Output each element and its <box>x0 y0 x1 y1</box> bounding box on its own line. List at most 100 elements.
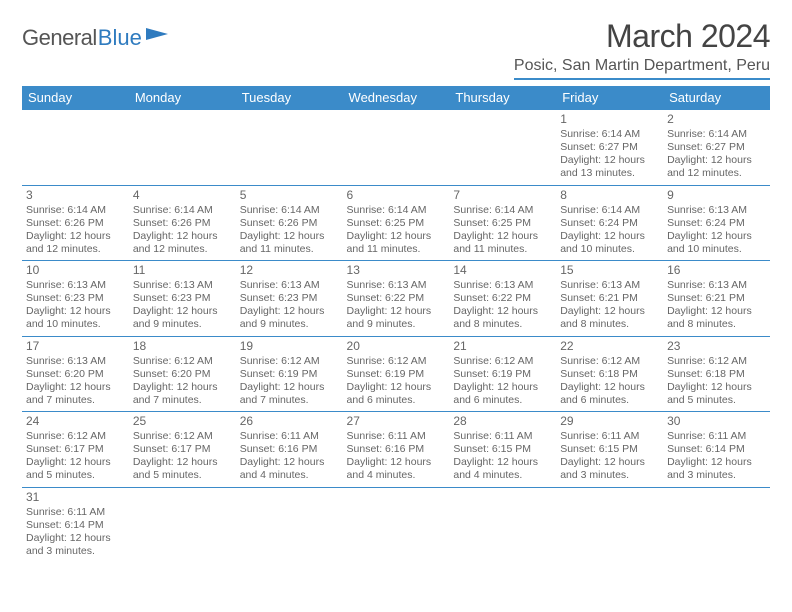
daylight-text: and 11 minutes. <box>240 243 339 256</box>
calendar-empty-cell <box>129 110 236 185</box>
calendar-day-cell: 22Sunrise: 6:12 AMSunset: 6:18 PMDayligh… <box>556 336 663 412</box>
day-number: 9 <box>667 188 766 203</box>
sunrise-text: Sunrise: 6:11 AM <box>347 430 446 443</box>
sunrise-text: Sunrise: 6:14 AM <box>240 204 339 217</box>
calendar-empty-cell <box>129 487 236 562</box>
flag-icon <box>146 24 168 50</box>
daylight-text: and 6 minutes. <box>560 394 659 407</box>
daylight-text: Daylight: 12 hours <box>560 381 659 394</box>
day-number: 5 <box>240 188 339 203</box>
daylight-text: Daylight: 12 hours <box>26 230 125 243</box>
daylight-text: and 3 minutes. <box>560 469 659 482</box>
daylight-text: and 4 minutes. <box>453 469 552 482</box>
sunset-text: Sunset: 6:23 PM <box>240 292 339 305</box>
daylight-text: Daylight: 12 hours <box>667 154 766 167</box>
daylight-text: Daylight: 12 hours <box>347 305 446 318</box>
daylight-text: and 3 minutes. <box>667 469 766 482</box>
sunrise-text: Sunrise: 6:14 AM <box>667 128 766 141</box>
sunset-text: Sunset: 6:19 PM <box>240 368 339 381</box>
sunrise-text: Sunrise: 6:11 AM <box>667 430 766 443</box>
calendar-header-row: SundayMondayTuesdayWednesdayThursdayFrid… <box>22 86 770 110</box>
day-number: 27 <box>347 414 446 429</box>
sunrise-text: Sunrise: 6:14 AM <box>133 204 232 217</box>
calendar-day-cell: 5Sunrise: 6:14 AMSunset: 6:26 PMDaylight… <box>236 185 343 261</box>
sunrise-text: Sunrise: 6:12 AM <box>453 355 552 368</box>
daylight-text: and 8 minutes. <box>453 318 552 331</box>
sunset-text: Sunset: 6:25 PM <box>453 217 552 230</box>
sunset-text: Sunset: 6:26 PM <box>133 217 232 230</box>
sunrise-text: Sunrise: 6:13 AM <box>347 279 446 292</box>
day-number: 21 <box>453 339 552 354</box>
calendar-day-cell: 10Sunrise: 6:13 AMSunset: 6:23 PMDayligh… <box>22 261 129 337</box>
calendar-empty-cell <box>22 110 129 185</box>
sunrise-text: Sunrise: 6:12 AM <box>240 355 339 368</box>
day-number: 19 <box>240 339 339 354</box>
calendar-empty-cell <box>343 110 450 185</box>
daylight-text: and 4 minutes. <box>347 469 446 482</box>
sunset-text: Sunset: 6:27 PM <box>560 141 659 154</box>
daylight-text: and 7 minutes. <box>26 394 125 407</box>
sunrise-text: Sunrise: 6:14 AM <box>453 204 552 217</box>
calendar-day-cell: 31Sunrise: 6:11 AMSunset: 6:14 PMDayligh… <box>22 487 129 562</box>
logo-text-blue: Blue <box>98 25 142 51</box>
sunset-text: Sunset: 6:27 PM <box>667 141 766 154</box>
day-number: 18 <box>133 339 232 354</box>
daylight-text: Daylight: 12 hours <box>26 305 125 318</box>
calendar-empty-cell <box>236 487 343 562</box>
weekday-header: Thursday <box>449 86 556 110</box>
day-number: 23 <box>667 339 766 354</box>
calendar-day-cell: 8Sunrise: 6:14 AMSunset: 6:24 PMDaylight… <box>556 185 663 261</box>
weekday-header: Tuesday <box>236 86 343 110</box>
daylight-text: Daylight: 12 hours <box>667 456 766 469</box>
daylight-text: and 3 minutes. <box>26 545 125 558</box>
sunrise-text: Sunrise: 6:11 AM <box>26 506 125 519</box>
sunrise-text: Sunrise: 6:13 AM <box>560 279 659 292</box>
calendar-week-row: 10Sunrise: 6:13 AMSunset: 6:23 PMDayligh… <box>22 261 770 337</box>
daylight-text: Daylight: 12 hours <box>667 305 766 318</box>
day-number: 28 <box>453 414 552 429</box>
calendar-day-cell: 13Sunrise: 6:13 AMSunset: 6:22 PMDayligh… <box>343 261 450 337</box>
day-number: 4 <box>133 188 232 203</box>
daylight-text: Daylight: 12 hours <box>560 230 659 243</box>
sunset-text: Sunset: 6:23 PM <box>133 292 232 305</box>
daylight-text: and 8 minutes. <box>560 318 659 331</box>
sunrise-text: Sunrise: 6:12 AM <box>133 430 232 443</box>
calendar-day-cell: 26Sunrise: 6:11 AMSunset: 6:16 PMDayligh… <box>236 412 343 488</box>
daylight-text: Daylight: 12 hours <box>240 230 339 243</box>
page-header: GeneralBlue March 2024 Posic, San Martin… <box>22 18 770 80</box>
daylight-text: and 12 minutes. <box>667 167 766 180</box>
daylight-text: and 5 minutes. <box>26 469 125 482</box>
calendar-week-row: 31Sunrise: 6:11 AMSunset: 6:14 PMDayligh… <box>22 487 770 562</box>
calendar-day-cell: 25Sunrise: 6:12 AMSunset: 6:17 PMDayligh… <box>129 412 236 488</box>
daylight-text: Daylight: 12 hours <box>240 381 339 394</box>
daylight-text: Daylight: 12 hours <box>26 456 125 469</box>
day-number: 1 <box>560 112 659 127</box>
weekday-header: Wednesday <box>343 86 450 110</box>
daylight-text: Daylight: 12 hours <box>560 154 659 167</box>
sunset-text: Sunset: 6:16 PM <box>347 443 446 456</box>
calendar-day-cell: 15Sunrise: 6:13 AMSunset: 6:21 PMDayligh… <box>556 261 663 337</box>
daylight-text: Daylight: 12 hours <box>133 305 232 318</box>
daylight-text: and 12 minutes. <box>133 243 232 256</box>
daylight-text: Daylight: 12 hours <box>453 305 552 318</box>
calendar-day-cell: 6Sunrise: 6:14 AMSunset: 6:25 PMDaylight… <box>343 185 450 261</box>
sunset-text: Sunset: 6:17 PM <box>133 443 232 456</box>
daylight-text: Daylight: 12 hours <box>133 381 232 394</box>
sunrise-text: Sunrise: 6:14 AM <box>347 204 446 217</box>
sunrise-text: Sunrise: 6:14 AM <box>560 204 659 217</box>
daylight-text: Daylight: 12 hours <box>133 230 232 243</box>
sunrise-text: Sunrise: 6:12 AM <box>133 355 232 368</box>
daylight-text: Daylight: 12 hours <box>133 456 232 469</box>
calendar-week-row: 1Sunrise: 6:14 AMSunset: 6:27 PMDaylight… <box>22 110 770 185</box>
calendar-day-cell: 16Sunrise: 6:13 AMSunset: 6:21 PMDayligh… <box>663 261 770 337</box>
sunrise-text: Sunrise: 6:11 AM <box>453 430 552 443</box>
daylight-text: Daylight: 12 hours <box>453 230 552 243</box>
daylight-text: and 7 minutes. <box>133 394 232 407</box>
sunrise-text: Sunrise: 6:11 AM <box>240 430 339 443</box>
sunset-text: Sunset: 6:22 PM <box>453 292 552 305</box>
sunset-text: Sunset: 6:16 PM <box>240 443 339 456</box>
daylight-text: Daylight: 12 hours <box>667 381 766 394</box>
daylight-text: Daylight: 12 hours <box>26 532 125 545</box>
sunrise-text: Sunrise: 6:11 AM <box>560 430 659 443</box>
calendar-empty-cell <box>236 110 343 185</box>
